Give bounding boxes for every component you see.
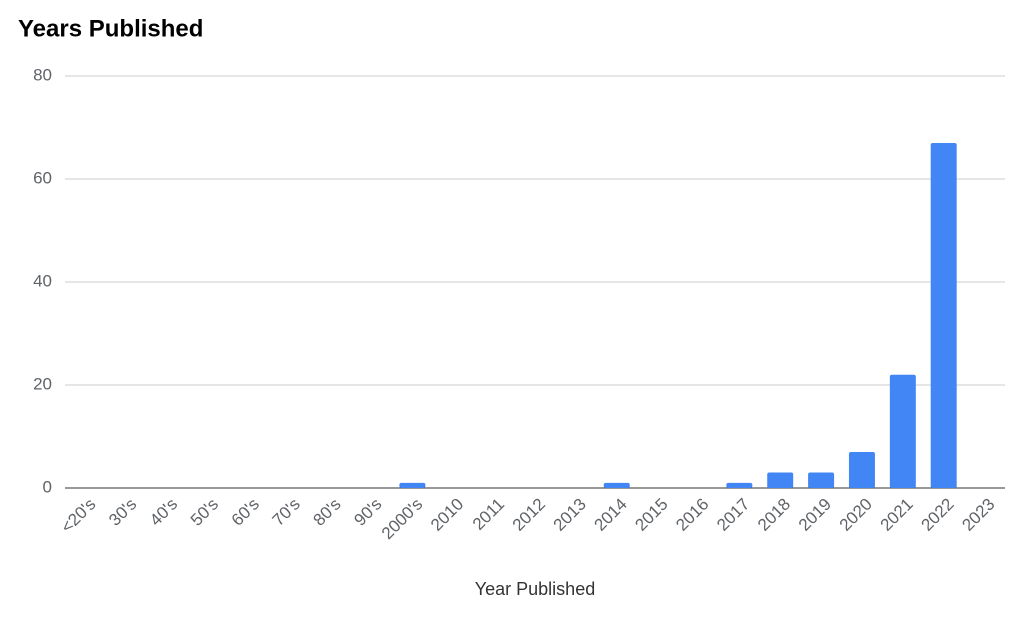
x-tick-label: 2011 xyxy=(469,495,508,534)
chart-title: Years Published xyxy=(18,15,203,42)
x-tick-label: 2015 xyxy=(631,495,671,535)
bar xyxy=(726,482,753,488)
x-tick-label: 2017 xyxy=(713,495,753,535)
y-tick-label: 20 xyxy=(33,374,52,393)
bar xyxy=(767,472,794,488)
bar xyxy=(930,142,957,488)
x-tick-label: 2016 xyxy=(672,495,712,535)
x-tick-label: 80's xyxy=(310,495,345,530)
x-tick-label: 2013 xyxy=(550,495,590,535)
bar xyxy=(848,451,875,488)
bar xyxy=(603,482,630,488)
x-tick-label: 2018 xyxy=(754,495,794,535)
x-tick-label: 40's xyxy=(146,495,181,530)
x-tick-label: <20's xyxy=(57,495,99,537)
x-tick-label: 2000's xyxy=(378,495,426,543)
x-tick-label: 2014 xyxy=(591,495,631,535)
bar xyxy=(808,472,835,488)
x-tick-label: 60's xyxy=(228,495,263,530)
bar xyxy=(399,482,426,488)
x-tick-label: 2020 xyxy=(836,495,876,535)
x-axis-title: Year Published xyxy=(475,579,595,599)
x-tick-label: 2012 xyxy=(509,495,549,535)
bar xyxy=(889,374,916,488)
x-tick-label: 90's xyxy=(350,495,385,530)
y-tick-label: 60 xyxy=(33,168,52,187)
x-tick-label: 70's xyxy=(269,495,304,530)
x-tick-label: 2019 xyxy=(795,495,835,535)
x-tick-label: 50's xyxy=(187,495,222,530)
x-tick-label: 2022 xyxy=(918,495,958,535)
y-tick-label: 40 xyxy=(33,271,52,290)
x-tick-label: 30's xyxy=(105,495,140,530)
x-tick-label: 2010 xyxy=(427,495,467,535)
y-tick-label: 80 xyxy=(33,65,52,84)
x-tick-label: 2021 xyxy=(877,495,917,535)
y-tick-label: 0 xyxy=(43,477,52,496)
x-tick-label: 2023 xyxy=(958,495,998,535)
